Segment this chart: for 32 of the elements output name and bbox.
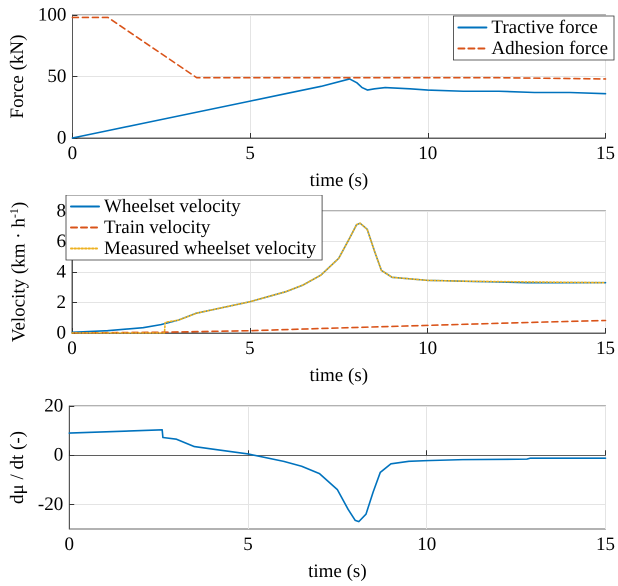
x-axis-title: time (s)	[309, 365, 368, 386]
y-tick-label: 4	[56, 262, 66, 282]
y-axis-title: Velocity (km · h-1)	[7, 202, 30, 342]
line-series	[68, 429, 606, 522]
y-axis-title: dμ / dt (-)	[7, 431, 28, 504]
x-tick-label: 10	[417, 534, 436, 555]
y-axis-title: Force (kN)	[7, 34, 28, 118]
legend-label: Train velocity	[104, 217, 211, 238]
y-tick-label: 50	[47, 66, 66, 87]
x-axis-title: time (s)	[310, 170, 368, 191]
y-tick-label: 8	[56, 200, 66, 222]
y-tick-label: 0	[56, 322, 66, 344]
x-tick-label: 5	[245, 143, 255, 164]
legend-label: Adhesion force	[491, 38, 608, 59]
x-tick-label: 10	[418, 143, 438, 164]
x-tick-label: 15	[596, 534, 615, 555]
x-tick-label: 15	[596, 143, 615, 164]
y-tick-label: 0	[54, 444, 64, 466]
legend-label: Tractive force	[491, 17, 598, 38]
x-tick-label: 15	[596, 338, 615, 359]
x-axis-title: time (s)	[308, 561, 367, 582]
y-tick-label: 20	[44, 396, 64, 416]
y-tick-label: 0	[56, 128, 66, 148]
y-tick-label: 2	[56, 292, 66, 313]
y-tick-label: -20	[38, 494, 64, 515]
x-tick-label: 5	[243, 534, 253, 555]
legend-label: Wheelset velocity	[104, 196, 242, 217]
x-tick-label: 10	[418, 338, 438, 359]
y-tick-label: 100	[38, 4, 66, 26]
x-tick-label: 5	[245, 338, 255, 359]
legend-label: Measured wheelset velocity	[104, 238, 317, 259]
y-tick-label: 6	[56, 231, 66, 252]
